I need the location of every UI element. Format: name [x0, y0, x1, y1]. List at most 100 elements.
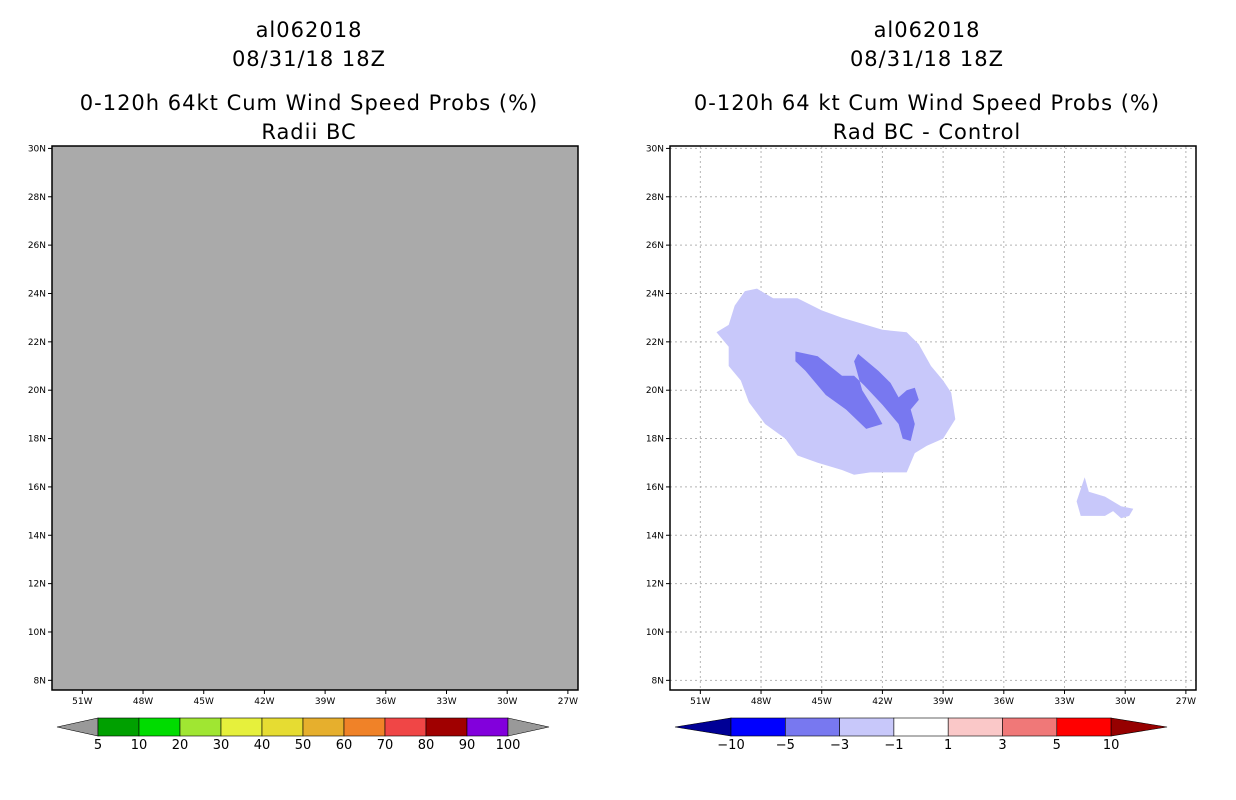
left-plot-area — [52, 146, 578, 690]
right-colorbar-label: −1 — [884, 738, 903, 753]
right-chart-title: 0-120h 64 kt Cum Wind Speed Probs (%) — [693, 91, 1161, 115]
right-xtick-label: 33W — [1054, 697, 1074, 707]
right-ytick-label: 12N — [646, 580, 664, 590]
left-colorbar-label: 30 — [213, 738, 230, 753]
right-ytick-label: 10N — [646, 628, 664, 638]
left-xtick-label: 36W — [376, 697, 396, 707]
left-xtick-label: 42W — [254, 697, 274, 707]
right-plot-frame — [669, 145, 1197, 691]
left-ytick-label: 28N — [28, 193, 46, 203]
right-colorbar-label: 5 — [1053, 738, 1061, 753]
left-colorbar-box — [97, 717, 140, 737]
right-chart-subtitle: Rad BC - Control — [832, 120, 1022, 144]
left-colorbar-label: 90 — [459, 738, 476, 753]
left-storm-id: al062018 — [255, 18, 363, 42]
right-colorbar-label: 3 — [998, 738, 1006, 753]
right-title-block: al062018 08/31/18 18Z 0-120h 64 kt Cum W… — [627, 16, 1227, 147]
left-colorbar-label: 70 — [377, 738, 394, 753]
right-date-time: 08/31/18 18Z — [849, 47, 1005, 71]
right-colorbar-high-arrow — [1110, 717, 1168, 737]
right-colorbar-box — [947, 717, 1003, 737]
right-contour-1-poly-0 — [795, 351, 919, 441]
left-ytick-label: 22N — [28, 338, 46, 348]
left-ytick-label: 12N — [28, 580, 46, 590]
right-xtick-label: 51W — [690, 697, 710, 707]
right-ytick-label: 28N — [646, 193, 664, 203]
left-ytick-label: 14N — [28, 531, 46, 541]
right-colorbar-box — [784, 717, 840, 737]
right-xtick-label: 30W — [1115, 697, 1135, 707]
left-colorbar-label: 20 — [172, 738, 189, 753]
right-colorbar-box — [839, 717, 895, 737]
left-title-block: al062018 08/31/18 18Z 0-120h 64kt Cum Wi… — [9, 16, 609, 147]
left-colorbar-box — [220, 717, 263, 737]
left-colorbar-box — [261, 717, 304, 737]
left-colorbar-label: 80 — [418, 738, 435, 753]
left-ytick-label: 18N — [28, 435, 46, 445]
right-ytick-label: 18N — [646, 435, 664, 445]
left-chart-title: 0-120h 64kt Cum Wind Speed Probs (%) — [79, 91, 539, 115]
left-colorbar-box — [466, 717, 509, 737]
right-ytick-label: 20N — [646, 386, 664, 396]
right-xtick-label: 36W — [994, 697, 1014, 707]
right-ytick-label: 30N — [646, 144, 664, 154]
left-xtick-label: 27W — [558, 697, 578, 707]
right-xtick-label: 39W — [933, 697, 953, 707]
left-colorbar-label: 100 — [496, 738, 521, 753]
left-ytick-label: 30N — [28, 144, 46, 154]
left-colorbar-label: 60 — [336, 738, 353, 753]
right-colorbar-box — [1056, 717, 1112, 737]
left-colorbar-label: 50 — [295, 738, 312, 753]
right-xtick-label: 27W — [1176, 697, 1196, 707]
left-xtick-label: 33W — [436, 697, 456, 707]
right-ytick-label: 22N — [646, 338, 664, 348]
right-contour-0-poly-1 — [1076, 477, 1134, 519]
right-colorbar-label: −10 — [717, 738, 744, 753]
right-colorbar-box — [730, 717, 786, 737]
right-xtick-label: 45W — [812, 697, 832, 707]
right-xtick-label: 42W — [872, 697, 892, 707]
left-chart-subtitle: Radii BC — [261, 120, 357, 144]
right-ytick-label: 16N — [646, 483, 664, 493]
left-ytick-label: 26N — [28, 241, 46, 251]
right-colorbar-label: −5 — [776, 738, 795, 753]
right-ytick-label: 24N — [646, 289, 664, 299]
left-xtick-label: 45W — [194, 697, 214, 707]
left-ytick-label: 20N — [28, 386, 46, 396]
right-colorbar-box — [1002, 717, 1058, 737]
left-ytick-label: 24N — [28, 289, 46, 299]
right-ytick-label: 8N — [652, 676, 664, 686]
left-colorbar: 5 10 20 30 40 50 60 70 80 90 100 — [56, 717, 550, 753]
right-colorbar-label: −3 — [830, 738, 849, 753]
left-plot: 30N 28N 26N 24N 22N 20N 18N 16N 14N 12N 10N 8N 51W 48… — [28, 144, 579, 707]
left-xtick-label: 39W — [315, 697, 335, 707]
left-colorbar-box — [179, 717, 222, 737]
right-colorbar-low-arrow — [674, 717, 732, 737]
left-xtick-label: 48W — [133, 697, 153, 707]
left-colorbar-box — [138, 717, 181, 737]
right-colorbar-label: 10 — [1103, 738, 1120, 753]
right-plot: 30N 28N 26N 24N 22N 20N 18N 16N 14N 12N 10N 8N 51W 48… — [646, 144, 1197, 707]
left-colorbar-box — [384, 717, 427, 737]
right-colorbar-label: 1 — [944, 738, 952, 753]
left-colorbar-box — [343, 717, 386, 737]
left-xtick-label: 30W — [497, 697, 517, 707]
left-ytick-label: 10N — [28, 628, 46, 638]
left-colorbar-low-arrow — [56, 717, 99, 737]
left-colorbar-label: 5 — [94, 738, 102, 753]
left-colorbar-label: 10 — [131, 738, 148, 753]
right-storm-id: al062018 — [873, 18, 981, 42]
right-xtick-label: 48W — [751, 697, 771, 707]
left-colorbar-label: 40 — [254, 738, 271, 753]
right-ytick-label: 14N — [646, 531, 664, 541]
right-colorbar-box — [893, 717, 949, 737]
left-xtick-label: 51W — [72, 697, 92, 707]
left-ytick-label: 8N — [34, 676, 46, 686]
right-ytick-label: 26N — [646, 241, 664, 251]
left-ytick-label: 16N — [28, 483, 46, 493]
left-colorbar-box — [425, 717, 468, 737]
left-colorbar-box — [302, 717, 345, 737]
left-date-time: 08/31/18 18Z — [231, 47, 387, 71]
left-plot-frame — [51, 145, 579, 691]
